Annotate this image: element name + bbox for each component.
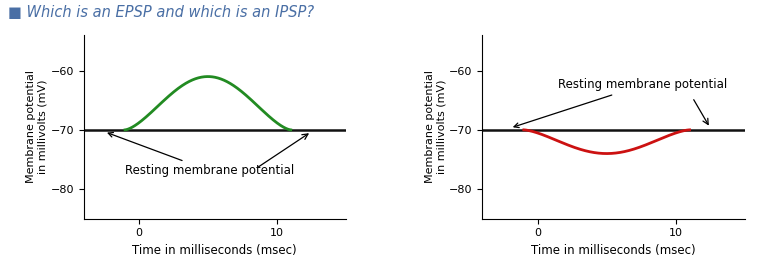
Text: ■ Which is an EPSP and which is an IPSP?: ■ Which is an EPSP and which is an IPSP? (8, 5, 314, 21)
Text: Resting membrane potential: Resting membrane potential (108, 133, 294, 177)
X-axis label: Time in milliseconds (msec): Time in milliseconds (msec) (531, 244, 696, 257)
Y-axis label: Membrane potential
in millivolts (mV): Membrane potential in millivolts (mV) (26, 70, 48, 183)
Text: Resting membrane potential: Resting membrane potential (514, 78, 727, 128)
Y-axis label: Membrane potential
in millivolts (mV): Membrane potential in millivolts (mV) (425, 70, 446, 183)
X-axis label: Time in milliseconds (msec): Time in milliseconds (msec) (132, 244, 297, 257)
